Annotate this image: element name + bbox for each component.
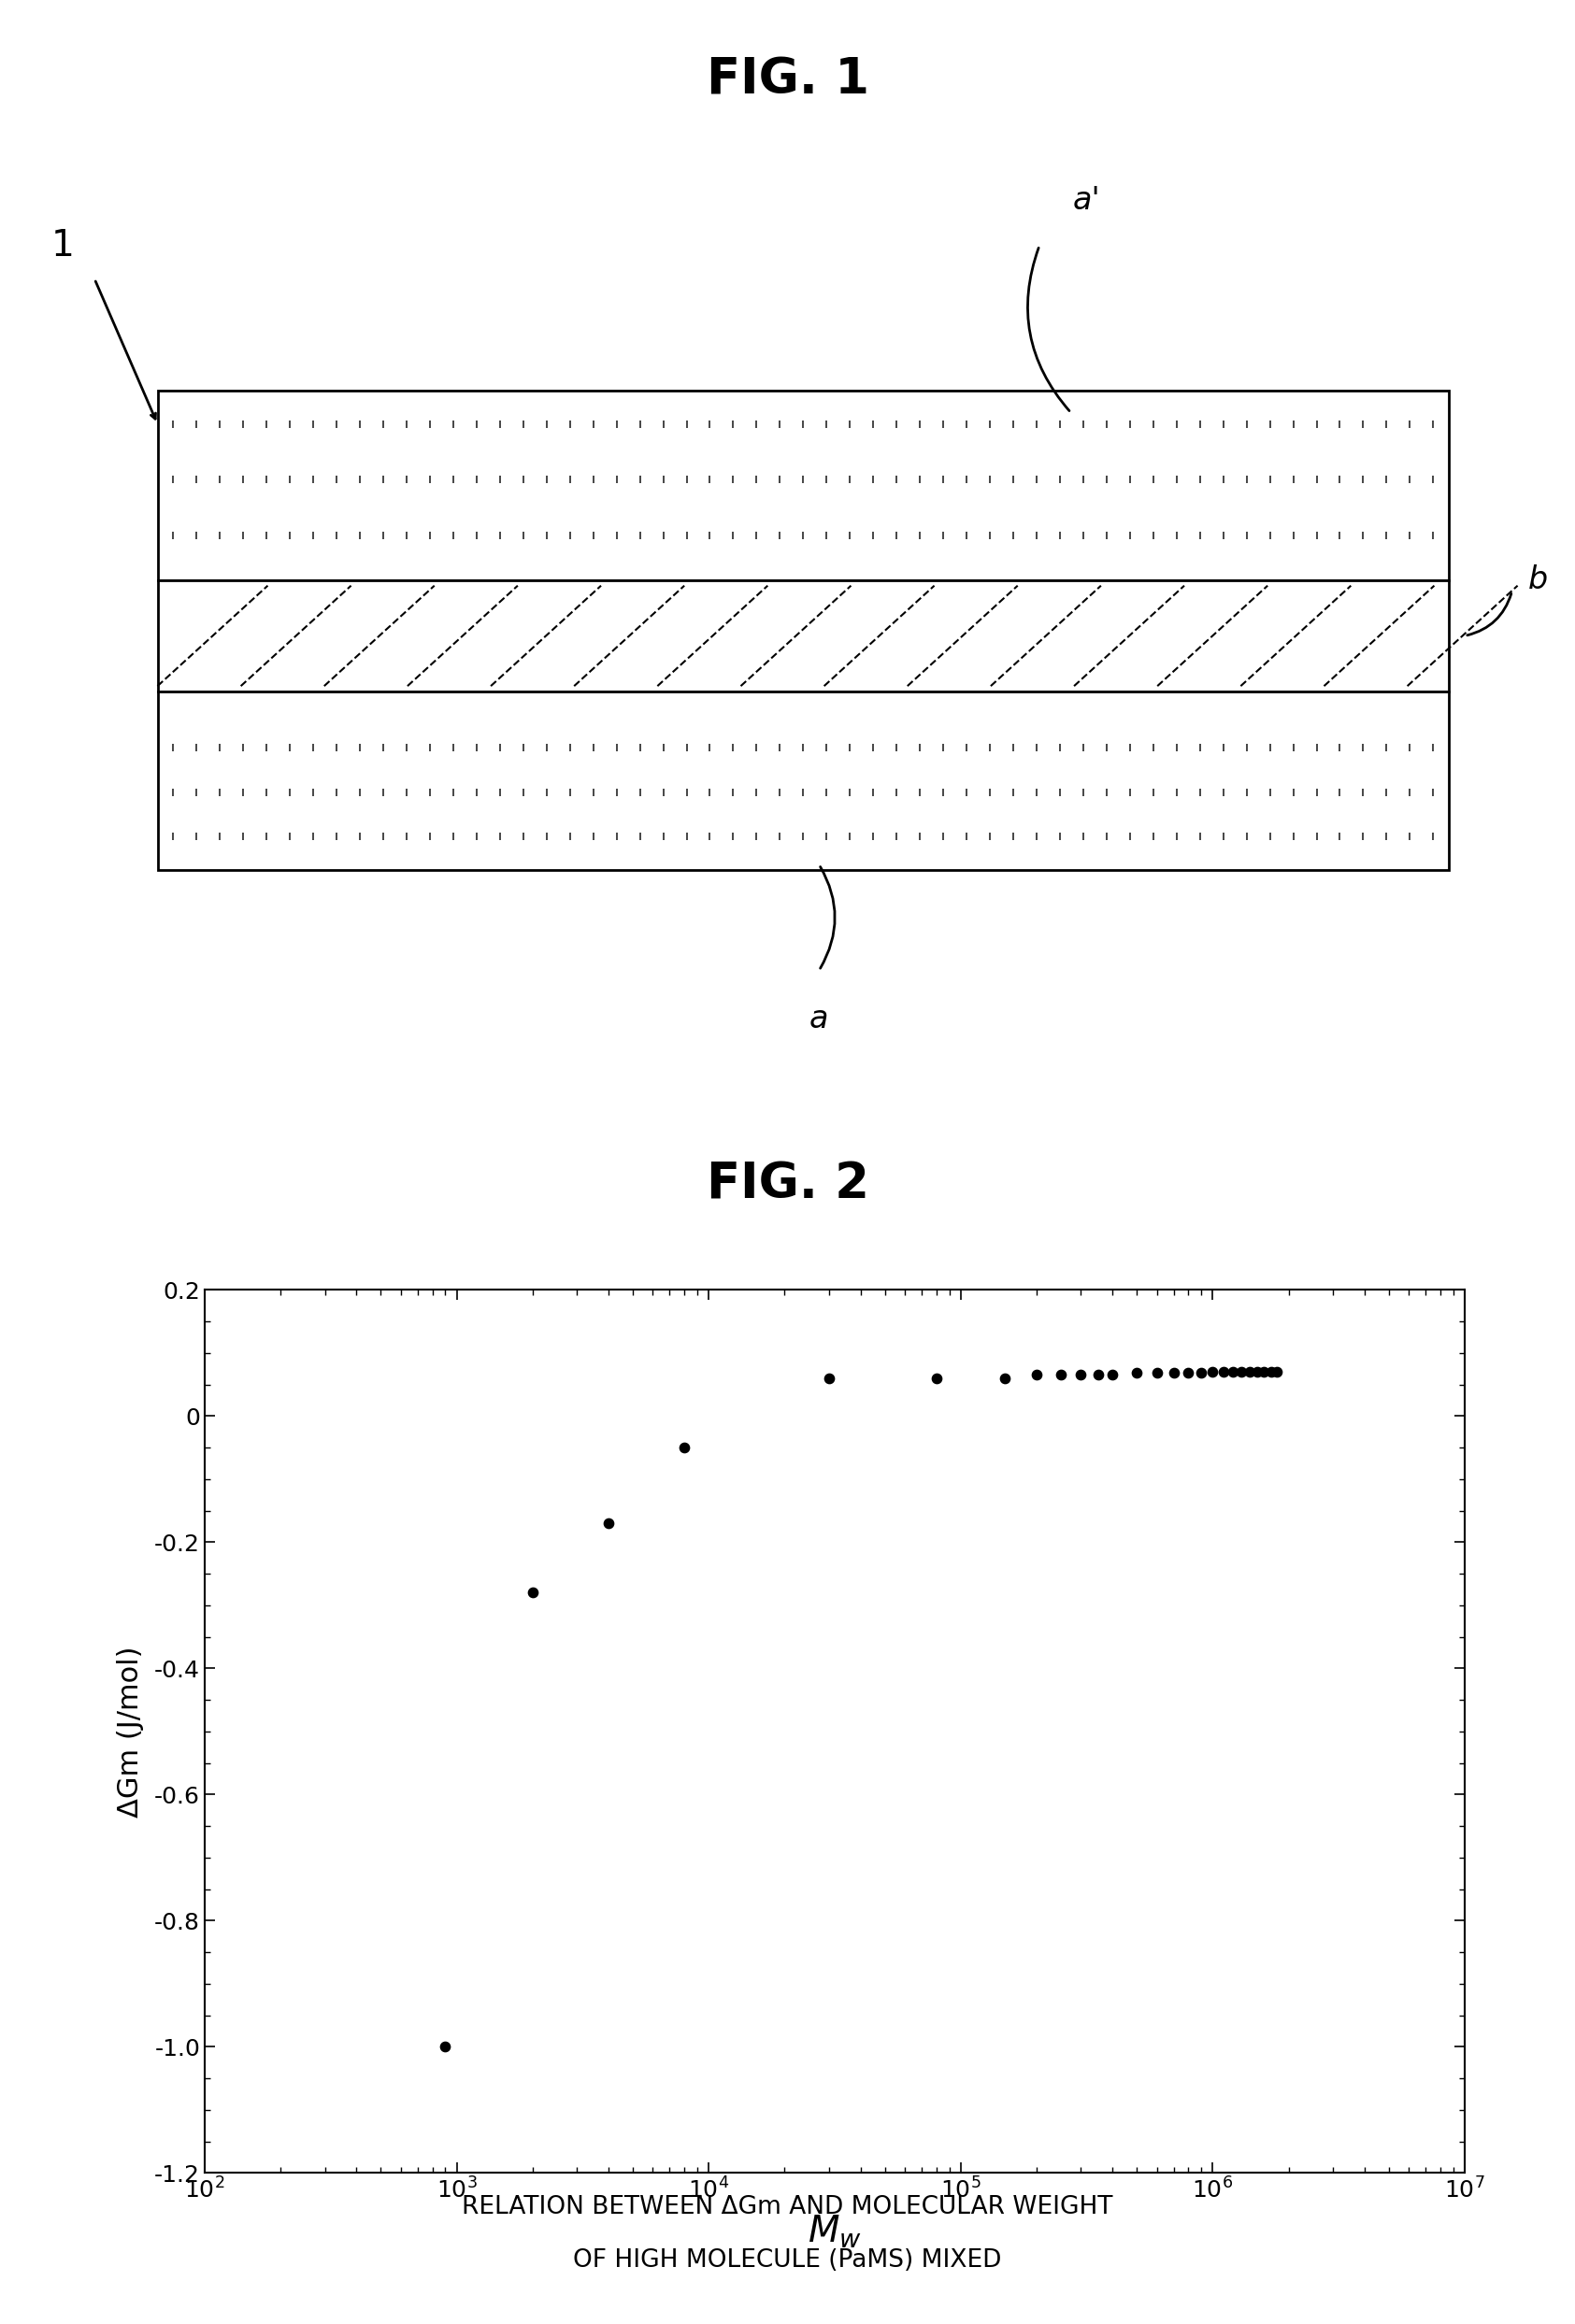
Y-axis label: ΔGm (J/mol): ΔGm (J/mol) — [117, 1645, 143, 1817]
Point — [816, 1360, 841, 1397]
Text: a: a — [810, 1004, 828, 1034]
Text: FIG. 1: FIG. 1 — [706, 56, 869, 105]
Text: RELATION BETWEEN ΔGm AND MOLECULAR WEIGHT: RELATION BETWEEN ΔGm AND MOLECULAR WEIGH… — [461, 2196, 1114, 2219]
Point — [1189, 1355, 1214, 1392]
Bar — [158, 693, 1449, 869]
Text: 1: 1 — [52, 228, 74, 263]
Point — [1049, 1357, 1074, 1394]
Text: a': a' — [1073, 186, 1101, 216]
Point — [1085, 1357, 1110, 1394]
Point — [1211, 1353, 1236, 1390]
Text: b: b — [1528, 565, 1548, 595]
Point — [595, 1504, 621, 1541]
Point — [923, 1360, 948, 1397]
Point — [1125, 1355, 1150, 1392]
Point — [1068, 1357, 1093, 1394]
Point — [1175, 1355, 1200, 1392]
Point — [1161, 1355, 1186, 1392]
X-axis label: $M_w$: $M_w$ — [808, 2212, 862, 2250]
Bar — [158, 390, 1449, 581]
Point — [1236, 1353, 1262, 1390]
Point — [1244, 1353, 1269, 1390]
Point — [1200, 1353, 1225, 1390]
Point — [1145, 1355, 1170, 1392]
Point — [1221, 1353, 1246, 1390]
Point — [1228, 1353, 1254, 1390]
Point — [671, 1429, 696, 1466]
Point — [1252, 1353, 1277, 1390]
Point — [1258, 1353, 1284, 1390]
Point — [1099, 1357, 1125, 1394]
Point — [1265, 1353, 1290, 1390]
Text: FIG. 2: FIG. 2 — [706, 1160, 869, 1208]
Text: OF HIGH MOLECULE (PaMS) MIXED: OF HIGH MOLECULE (PaMS) MIXED — [573, 2250, 1002, 2273]
Point — [1024, 1357, 1049, 1394]
Point — [992, 1360, 1017, 1397]
Bar — [158, 581, 1449, 693]
Point — [520, 1573, 545, 1611]
Point — [433, 2029, 458, 2066]
